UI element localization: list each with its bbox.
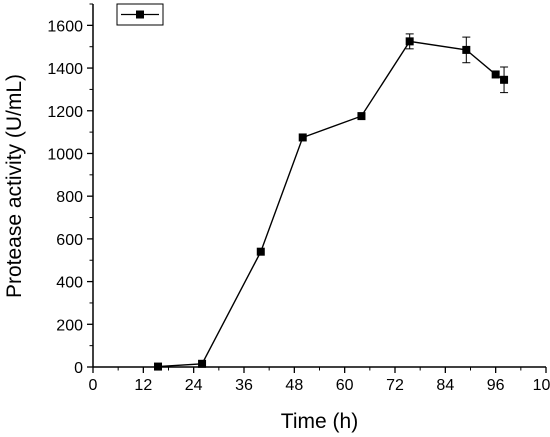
data-point: [357, 112, 366, 121]
data-point: [198, 359, 207, 368]
x-ticks: 0 12 24 36 48 60 72 84 96 108: [89, 367, 550, 394]
y-ticks: 0 200 400 600 800 1000 1200 1400 1600: [47, 3, 93, 377]
axes: [92, 4, 546, 368]
legend-marker: [136, 10, 144, 19]
y-tick-label: 1000: [47, 146, 83, 163]
x-tick-label: 60: [336, 377, 354, 394]
data-point: [154, 362, 163, 371]
x-tick-label: 24: [185, 377, 203, 394]
data-point: [500, 75, 509, 84]
x-tick-label: 12: [134, 377, 152, 394]
x-axis-title: Time (h): [281, 410, 358, 433]
y-axis-title: Protease activity (U/mL): [3, 74, 26, 298]
x-tick-label: 96: [487, 377, 505, 394]
series-group: [154, 33, 509, 371]
y-tick-label: 200: [56, 317, 83, 334]
y-tick-label: 1200: [47, 104, 83, 121]
x-tick-label: 0: [89, 377, 98, 394]
x-tick-label: 84: [436, 377, 454, 394]
x-tick-label: 48: [285, 377, 303, 394]
y-tick-label: 600: [56, 232, 83, 249]
data-point: [256, 247, 265, 256]
data-point: [491, 70, 500, 79]
x-tick-label: 36: [235, 377, 253, 394]
y-tick-label: 800: [56, 189, 83, 206]
x-tick-label: 72: [386, 377, 404, 394]
y-tick-label: 1400: [47, 61, 83, 78]
y-tick-label: 0: [74, 360, 83, 377]
y-tick-label: 400: [56, 275, 83, 292]
data-point: [405, 37, 414, 46]
series-line: [157, 40, 505, 368]
y-tick-label: 1600: [47, 18, 83, 35]
data-point: [298, 133, 307, 142]
data-point: [462, 45, 471, 54]
x-tick-label: 108: [533, 377, 550, 394]
legend: [116, 3, 164, 26]
